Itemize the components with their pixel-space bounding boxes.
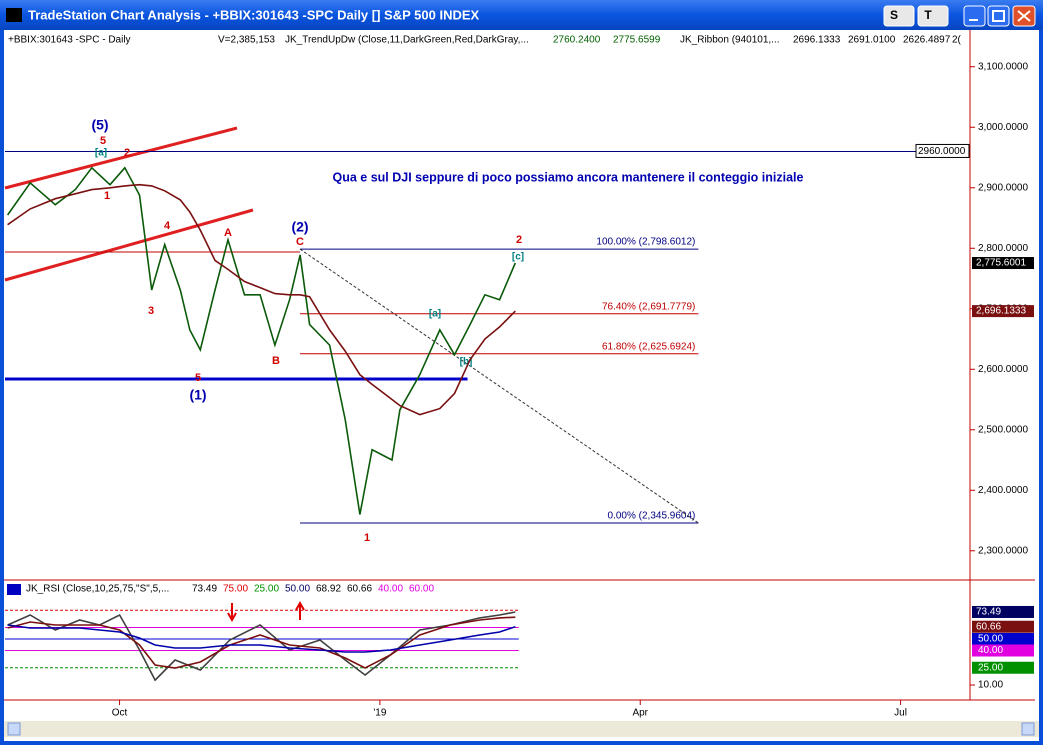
trend-value: 2775.6599 [613, 35, 661, 46]
wave-label: 2 [516, 234, 522, 246]
y-tick-label: 2,900.0000 [978, 182, 1028, 193]
wave-label: 3 [148, 305, 154, 317]
t-button[interactable] [917, 5, 949, 27]
fib-label: 100.00% (2,798.6012) [596, 237, 695, 248]
wave-label: 1 [364, 532, 370, 544]
s-button[interactable] [883, 5, 915, 27]
y-tick-label: 2,300.0000 [978, 545, 1028, 556]
last-value-box [972, 620, 1034, 633]
x-tick-label: '19 [373, 708, 386, 719]
level-box [972, 661, 1034, 674]
wave-label: 4 [164, 220, 171, 232]
t-button-label: T [924, 8, 932, 22]
y-tick-label: 3,100.0000 [978, 61, 1028, 72]
level-box-label: 25.00 [978, 662, 1003, 673]
scroll-right[interactable] [1021, 722, 1035, 736]
wave-label: [b] [460, 357, 473, 368]
wave-label: [a] [95, 148, 107, 159]
y-tick-label: 2,800.0000 [978, 243, 1028, 254]
rsi-header-value: 68.92 [316, 584, 341, 595]
annotation: Qua e sul DJI seppure di poco possiamo a… [333, 170, 804, 184]
fib-trend [299, 248, 699, 524]
last-value-box [972, 305, 1034, 318]
hline-label: 2960.0000 [918, 146, 966, 157]
series-line [7, 616, 516, 669]
ribbon-label: JK_Ribbon (940101,... [680, 35, 780, 46]
level-box-label: 50.00 [978, 634, 1003, 645]
y-tick-label: 2,400.0000 [978, 485, 1028, 496]
fib-label: 76.40% (2,691.7779) [602, 301, 695, 312]
s-button-label: S [890, 8, 898, 22]
series-line [6, 166, 517, 515]
wave-label: C [296, 236, 304, 248]
ribbon-value: 2696.1333 [793, 35, 841, 46]
series-line [7, 624, 516, 653]
wave-label: B [272, 355, 280, 367]
hline-label-box [915, 143, 970, 158]
y-tick-label: 10.00 [978, 680, 1003, 691]
rsi-header-value: 50.00 [285, 584, 310, 595]
rsi-icon [7, 584, 21, 595]
wave-label: [a] [429, 309, 441, 320]
level-box-label: 40.00 [978, 645, 1003, 656]
wave-label: (5) [91, 117, 108, 133]
wave-label: A [224, 227, 232, 239]
y-tick-label: 2,600.0000 [978, 364, 1028, 375]
wave-label: 5 [195, 372, 201, 384]
chart-area [4, 30, 1039, 741]
rsi-header-value: 75.00 [223, 584, 248, 595]
level-box [972, 632, 1034, 645]
window-title: TradeStation Chart Analysis - +BBIX:3016… [28, 7, 480, 22]
last-value-label: 60.66 [976, 621, 1001, 632]
last-value-label: 2,696.1333 [976, 306, 1026, 317]
ribbon-value: 2691.0100 [848, 35, 896, 46]
rsi-header-value: 60.66 [347, 584, 372, 595]
symbol-label: +BBIX:301643 -SPC - Daily [8, 35, 131, 46]
close-icon [1017, 10, 1031, 22]
last-value-box [972, 605, 1034, 618]
fib-label: 0.00% (2,345.9604) [608, 511, 696, 522]
y-tick-label: 3,000.0000 [978, 122, 1028, 133]
rsi-header-value: 40.00 [378, 584, 403, 595]
x-tick-label: Oct [112, 708, 128, 719]
scrollbar[interactable] [4, 721, 1039, 737]
level-box [972, 644, 1034, 657]
wave-label: 5 [100, 135, 106, 147]
last-value-label: 73.49 [976, 607, 1001, 618]
maximize-button[interactable] [987, 5, 1010, 27]
wave-label: 2 [124, 147, 130, 159]
trend-label: JK_TrendUpDw (Close,11,DarkGreen,Red,Dar… [285, 35, 529, 46]
rsi-header-value: 60.00 [409, 584, 434, 595]
scroll-left[interactable] [7, 722, 21, 736]
last-value-box [972, 257, 1034, 270]
trend-value: 2760.2400 [553, 35, 601, 46]
series-line [7, 183, 516, 416]
rsi-header-value: 73.49 [192, 584, 217, 595]
app-icon [6, 8, 22, 22]
wave-label: [c] [512, 252, 524, 263]
maximize-icon [992, 10, 1005, 22]
wave-label: 1 [104, 190, 110, 202]
minimize-button[interactable] [963, 5, 986, 27]
x-tick-label: Jul [894, 708, 907, 719]
y-tick-label: 2,500.0000 [978, 424, 1028, 435]
last-value-label: 2,775.6001 [976, 258, 1026, 269]
rsi-name: JK_RSI (Close,10,25,75,"S",5,... [26, 584, 169, 595]
wave-label: (2) [291, 219, 308, 235]
rsi-header-value: 25.00 [254, 584, 279, 595]
channel-lines [4, 126, 254, 282]
wave-label: (1) [189, 387, 206, 403]
volume-label: V=2,385,153 [218, 35, 275, 46]
x-tick-label: Apr [632, 708, 648, 719]
header-more: 2( [952, 35, 962, 46]
title-bar [0, 0, 1043, 30]
series-line [7, 611, 516, 682]
fib-label: 61.80% (2,625.6924) [602, 341, 695, 352]
ribbon-value: 2626.4897 [903, 35, 951, 46]
